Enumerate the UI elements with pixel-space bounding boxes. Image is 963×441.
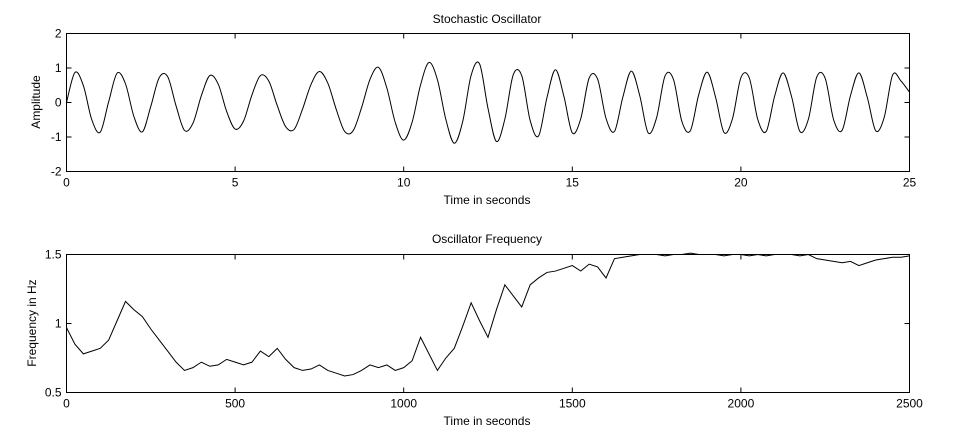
oscillator-ytick-label: -1 bbox=[51, 130, 62, 144]
frequency-ytick-label: 1.5 bbox=[45, 248, 62, 262]
frequency-axes: Oscillator Frequency 0 500 1000 1500 2000 250… bbox=[25, 232, 923, 428]
oscillator-axes: Stochastic Oscillator 0 5 10 15 20 25210-1-2 … bbox=[29, 12, 916, 207]
frequency-xtick-label: 0 bbox=[63, 397, 70, 411]
oscillator-plot-frame bbox=[66, 33, 910, 172]
oscillator-xtick-label: 20 bbox=[734, 176, 748, 190]
oscillator-ytick-label: 2 bbox=[55, 27, 62, 41]
frequency-ytick-label: 0.5 bbox=[45, 386, 62, 400]
oscillator-ytick-label: 0 bbox=[55, 96, 62, 110]
frequency-xtick-label: 2500 bbox=[896, 397, 923, 411]
frequency-ytick-label: 1 bbox=[55, 317, 62, 331]
oscillator-xtick-label: 15 bbox=[566, 176, 580, 190]
frequency-ticks: 0 500 1000 1500 2000 2500 1.5 1 0.5 bbox=[45, 248, 923, 411]
frequency-xtick-label: 2000 bbox=[728, 397, 755, 411]
oscillator-amplitude-line bbox=[66, 61, 910, 144]
frequency-xtick-label: 500 bbox=[225, 397, 245, 411]
oscillator-ytick-label: 1 bbox=[55, 61, 62, 75]
oscillator-title: Stochastic Oscillator bbox=[433, 12, 542, 26]
frequency-xlabel: Time in seconds bbox=[444, 414, 531, 428]
oscillator-xlabel: Time in seconds bbox=[444, 193, 531, 207]
frequency-title: Oscillator Frequency bbox=[432, 232, 542, 246]
oscillator-xtick-label: 0 bbox=[63, 176, 70, 190]
oscillator-ytick-label: -2 bbox=[51, 165, 62, 179]
frequency-ylabel: Frequency in Hz bbox=[25, 279, 39, 366]
frequency-xtick-label: 1000 bbox=[390, 397, 417, 411]
oscillator-xtick-label: 25 bbox=[903, 176, 917, 190]
oscillator-ylabel: Amplitude bbox=[29, 75, 43, 129]
frequency-xtick-label: 1500 bbox=[559, 397, 586, 411]
frequency-line bbox=[66, 252, 910, 377]
oscillator-xtick-label: 5 bbox=[232, 176, 239, 190]
frequency-plot-frame bbox=[66, 254, 910, 393]
oscillator-xtick-label: 10 bbox=[397, 176, 411, 190]
